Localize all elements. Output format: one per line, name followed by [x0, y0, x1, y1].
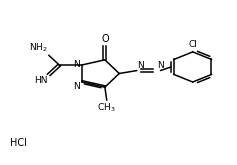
- Text: N: N: [138, 61, 144, 70]
- Text: N: N: [73, 60, 80, 69]
- Text: Cl: Cl: [188, 40, 197, 49]
- Text: NH$_2$: NH$_2$: [29, 41, 48, 54]
- Text: HN: HN: [34, 77, 48, 85]
- Text: CH$_3$: CH$_3$: [97, 102, 116, 114]
- Text: N: N: [73, 82, 80, 91]
- Text: HCl: HCl: [10, 138, 27, 148]
- Text: N: N: [157, 61, 164, 70]
- Text: O: O: [101, 34, 109, 44]
